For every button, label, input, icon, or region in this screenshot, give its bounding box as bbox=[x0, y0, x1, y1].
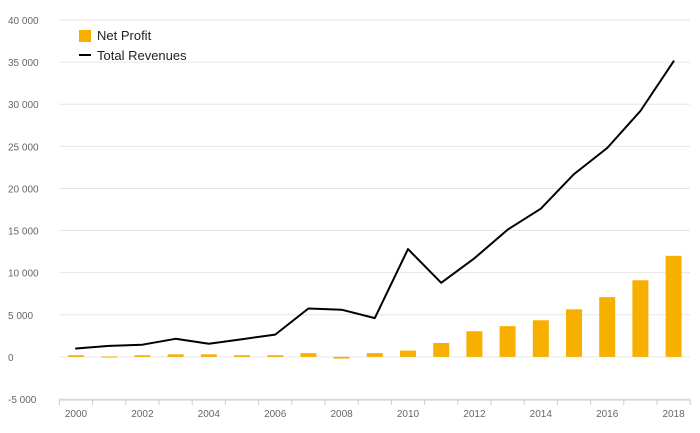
x-tick-label: 2010 bbox=[397, 409, 420, 420]
y-tick-label: 25 000 bbox=[8, 142, 39, 153]
grid-lines bbox=[59, 19, 690, 400]
legend: Net Profit Total Revenues bbox=[79, 28, 187, 63]
y-tick-label: 0 bbox=[8, 353, 14, 364]
net-profit-bar bbox=[300, 353, 317, 357]
net-profit-bar bbox=[134, 355, 151, 357]
net-profit-bar bbox=[433, 342, 450, 357]
net-profit-bars bbox=[68, 255, 682, 359]
net-profit-bar bbox=[532, 320, 549, 357]
net-profit-bar bbox=[167, 354, 184, 357]
x-tick-label: 2012 bbox=[463, 409, 486, 420]
net-profit-bar bbox=[632, 280, 649, 357]
net-profit-bar bbox=[68, 355, 84, 357]
net-profit-bar bbox=[665, 255, 682, 357]
x-tick-label: 2014 bbox=[530, 409, 553, 420]
net-profit-bar bbox=[566, 309, 582, 357]
x-tick-label: 2008 bbox=[330, 409, 353, 420]
x-tick-label: 2000 bbox=[65, 409, 88, 420]
net-profit-bar bbox=[466, 331, 483, 357]
net-profit-bar bbox=[234, 355, 250, 357]
legend-net-profit-label: Net Profit bbox=[97, 28, 152, 43]
y-tick-label: 40 000 bbox=[8, 16, 39, 27]
net-profit-bar bbox=[267, 355, 284, 357]
y-tick-label: 10 000 bbox=[8, 269, 39, 280]
net-profit-bar bbox=[101, 356, 118, 358]
legend-net-profit-swatch bbox=[79, 30, 91, 42]
y-tick-label: 5 000 bbox=[8, 311, 33, 322]
x-tick-label: 2006 bbox=[264, 409, 287, 420]
x-axis: 2000 2002 2004 2006 2008 2010 2012 2014 2016 2018 bbox=[58, 399, 691, 420]
y-axis-ticks: -5 000 0 5 000 10 000 15 000 20 000 25 000 30 0… bbox=[8, 16, 39, 406]
y-tick-label: 20 000 bbox=[8, 184, 39, 195]
total-revenues-line bbox=[75, 60, 675, 350]
y-tick-label: 30 000 bbox=[8, 100, 39, 111]
legend-total-revenues-label: Total Revenues bbox=[97, 48, 187, 63]
net-profit-bar bbox=[400, 350, 416, 357]
x-tick-label: 2016 bbox=[596, 409, 619, 420]
total-revenues-line-group bbox=[75, 60, 675, 350]
net-profit-bar bbox=[499, 326, 516, 357]
net-profit-bar bbox=[599, 297, 616, 357]
y-tick-label: 15 000 bbox=[8, 227, 39, 238]
x-tick-label: 2018 bbox=[662, 409, 685, 420]
net-profit-bar bbox=[200, 354, 217, 357]
net-profit-bar bbox=[366, 353, 383, 357]
net-profit-bar bbox=[333, 356, 350, 359]
y-tick-label: -5 000 bbox=[8, 395, 37, 406]
x-tick-label: 2004 bbox=[198, 409, 221, 420]
x-tick-label: 2002 bbox=[131, 409, 154, 420]
y-tick-label: 35 000 bbox=[8, 58, 39, 69]
